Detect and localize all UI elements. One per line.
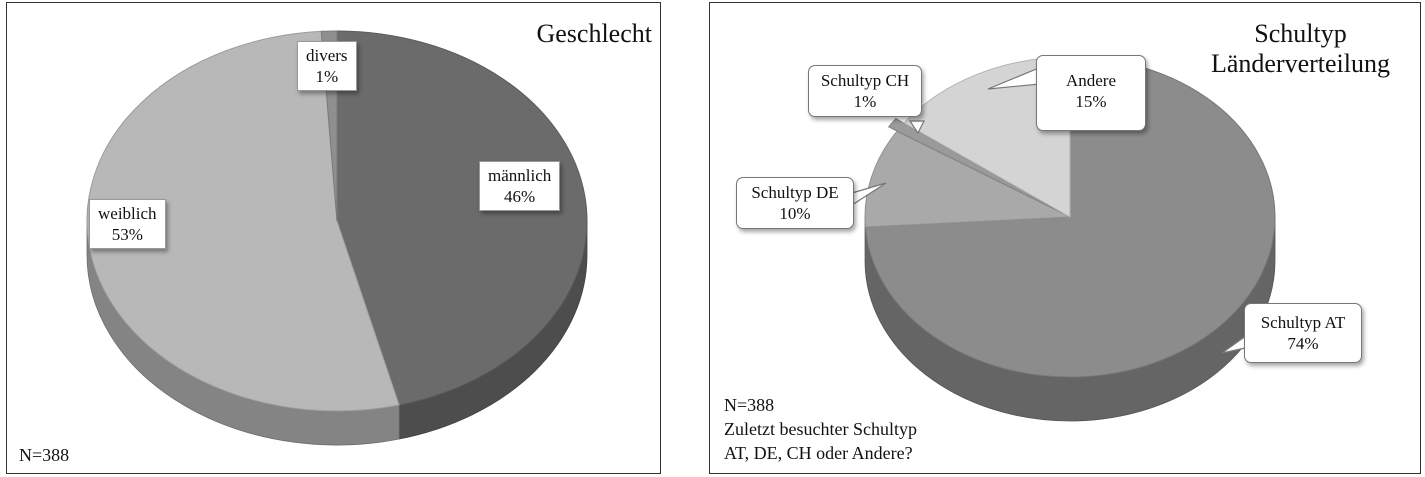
sample-size-note: N=388 [19,445,70,465]
callout-schultyp-de: Schultyp DE 10% [736,177,854,229]
slice-name: Schultyp DE [751,183,839,202]
data-label-weiblich: weiblich 53% [89,199,166,249]
chart-title-line: Länderverteilung [1210,49,1390,78]
slice-name: divers [306,46,348,65]
pie-slice-schultyp-ch [887,117,1062,214]
data-label-maennlich: männlich 46% [479,161,561,211]
slice-percent: 1% [315,67,339,86]
chart-title: Schultyp Länderverteilung [1211,19,1390,79]
slice-name: Schultyp AT [1260,313,1346,332]
pie-slice-weiblich [86,30,400,412]
callout-schultyp-ch: Schultyp CH 1% [808,65,922,117]
chart-panel-geschlecht: Geschlecht divers 1% männlich 46% weibli… [6,2,661,474]
pie-slice-schultyp-de [864,130,1072,228]
slice-percent: 1% [853,92,877,111]
slice-name: weiblich [98,204,157,223]
callout-andere: Andere 15% [1036,55,1146,131]
slice-name: männlich [488,166,552,185]
note-line: N=388 [724,395,775,415]
slice-name: Schultyp CH [820,71,910,90]
note-line: Zuletzt besuchter Schultyp [724,419,917,439]
slice-percent: 46% [504,187,536,206]
pie-chart-schultyp [851,56,1276,422]
pie-slice-m-nnlich [336,30,588,406]
note-line: AT, DE, CH oder Andere? [724,443,913,463]
pie-chart-geschlecht [86,30,588,446]
slice-name: Andere [1065,71,1117,90]
chart-panel-schultyp: Schultyp Länderverteilung Schultyp CH 1%… [709,2,1421,474]
callout-schultyp-at: Schultyp AT 74% [1244,303,1362,363]
callout-tail-ch [908,120,925,135]
chart-note: N=388 Zuletzt besuchter Schultyp AT, DE,… [724,393,917,465]
slice-percent: 74% [1287,334,1319,353]
chart-title: Geschlecht [536,19,652,48]
slice-percent: 15% [1075,92,1107,111]
slice-percent: 10% [779,204,811,223]
slice-percent: 53% [111,225,143,244]
chart-title-line: Schultyp [1254,19,1347,48]
data-label-divers: divers 1% [297,41,357,91]
